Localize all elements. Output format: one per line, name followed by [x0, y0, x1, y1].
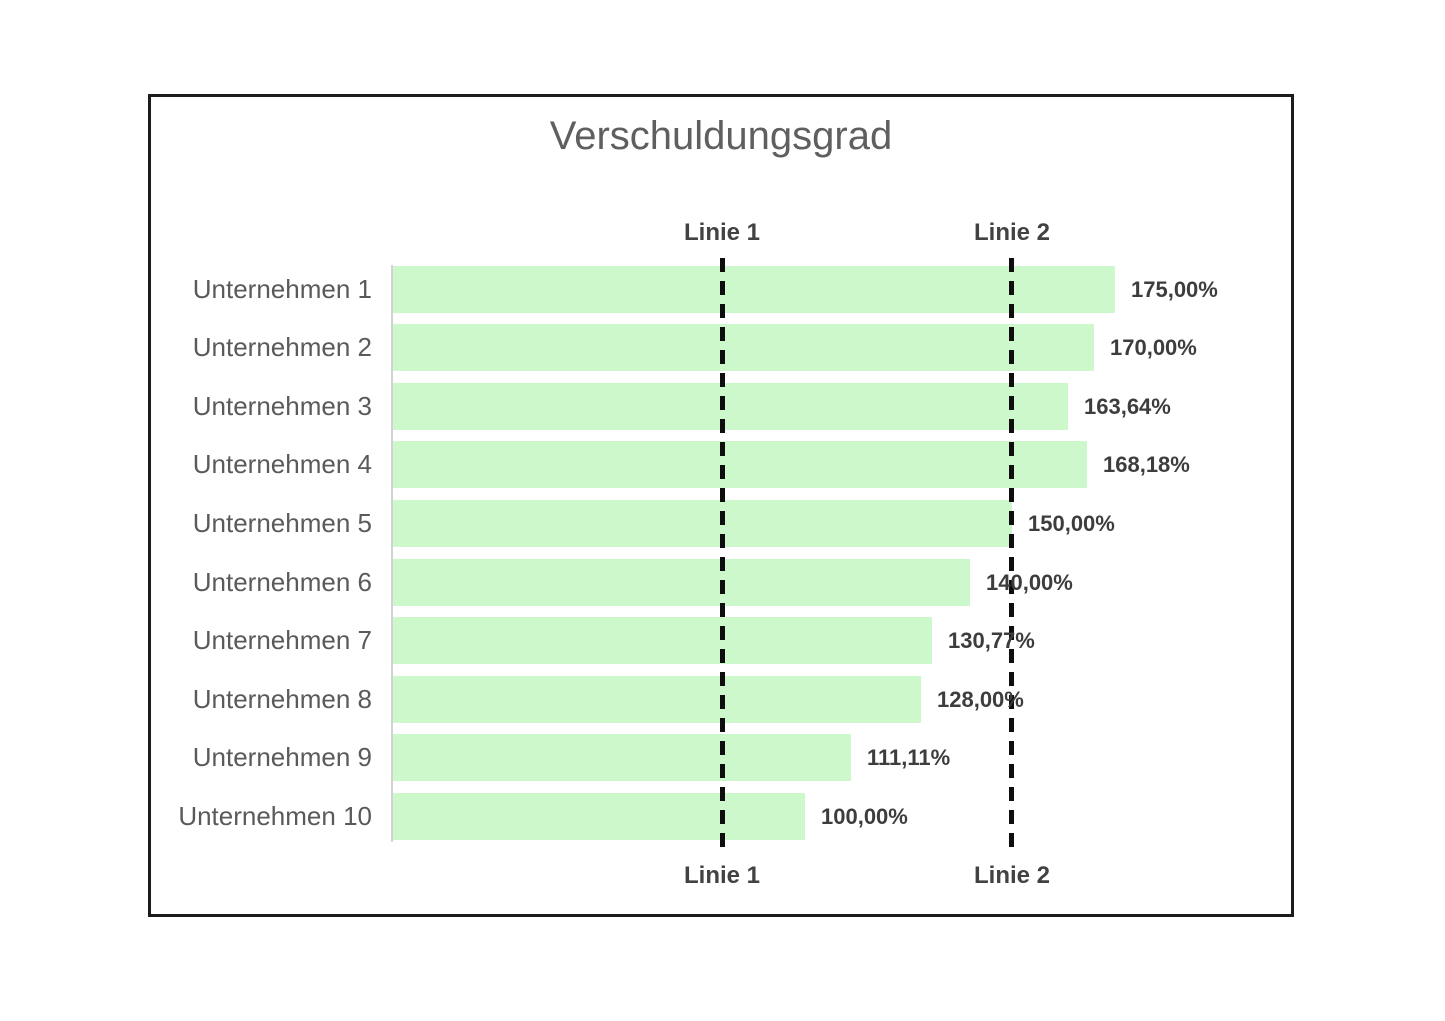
value-label: 130,77% — [948, 627, 1035, 653]
category-label: Unternehmen 6 — [192, 567, 372, 597]
linie-2-label-top: Linie 2 — [973, 219, 1051, 246]
linie-1-label-bottom: Linie 1 — [683, 862, 761, 889]
bar — [392, 676, 921, 723]
bar — [392, 441, 1087, 488]
linie-1-dashed-line — [720, 258, 725, 850]
chart-title: Verschuldungsgrad — [549, 114, 893, 158]
bar — [392, 266, 1115, 313]
value-label: 175,00% — [1131, 276, 1218, 302]
category-label: Unternehmen 9 — [192, 742, 372, 772]
bar — [392, 383, 1068, 430]
linie-1-label-top: Linie 1 — [683, 219, 761, 246]
bar — [392, 559, 970, 606]
value-label: 170,00% — [1110, 334, 1197, 360]
value-label: 168,18% — [1103, 451, 1190, 477]
value-label: 128,00% — [937, 686, 1024, 712]
bar — [392, 793, 805, 840]
category-label: Unternehmen 1 — [192, 274, 372, 304]
bar — [392, 734, 851, 781]
value-label: 163,64% — [1084, 393, 1171, 419]
value-label: 100,00% — [821, 803, 908, 829]
linie-2-dashed-line — [1009, 258, 1014, 850]
category-label: Unternehmen 2 — [192, 332, 372, 362]
category-label: Unternehmen 4 — [192, 449, 372, 479]
category-label: Unternehmen 7 — [192, 625, 372, 655]
category-label: Unternehmen 3 — [192, 391, 372, 421]
value-axis-line — [391, 265, 393, 842]
linie-2-label-bottom: Linie 2 — [973, 862, 1051, 889]
category-label: Unternehmen 10 — [178, 801, 372, 831]
bar — [392, 617, 932, 664]
value-label: 150,00% — [1028, 510, 1115, 536]
category-label: Unternehmen 8 — [192, 684, 372, 714]
value-label: 111,11% — [867, 744, 951, 770]
category-label: Unternehmen 5 — [192, 508, 372, 538]
bar — [392, 500, 1012, 547]
bar — [392, 324, 1094, 371]
value-label: 140,00% — [986, 569, 1073, 595]
